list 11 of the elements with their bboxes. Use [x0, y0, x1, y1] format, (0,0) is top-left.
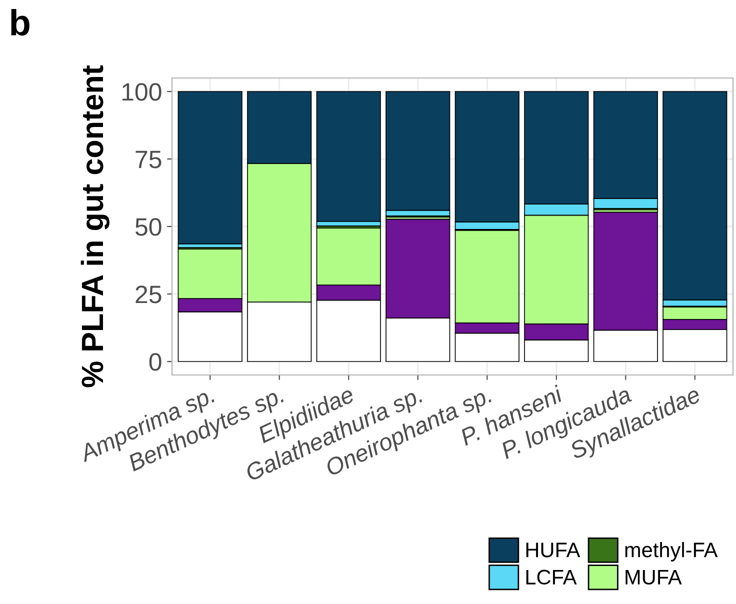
y-axis-title: % PLFA in gut content	[80, 65, 110, 388]
y-tick-label: 75	[136, 150, 162, 168]
y-tick-label: 25	[136, 286, 162, 304]
y-tick-label: 100	[122, 83, 162, 101]
legend-label: LCFA	[526, 570, 577, 585]
y-tick-label: 50	[135, 218, 162, 236]
legend-label: methyl-FA	[625, 542, 718, 562]
y-tick-label: 0	[149, 353, 162, 371]
text: b	[11, 9, 30, 36]
legend-label: HUFA	[526, 542, 580, 558]
legend-label: MUFA	[626, 570, 682, 585]
